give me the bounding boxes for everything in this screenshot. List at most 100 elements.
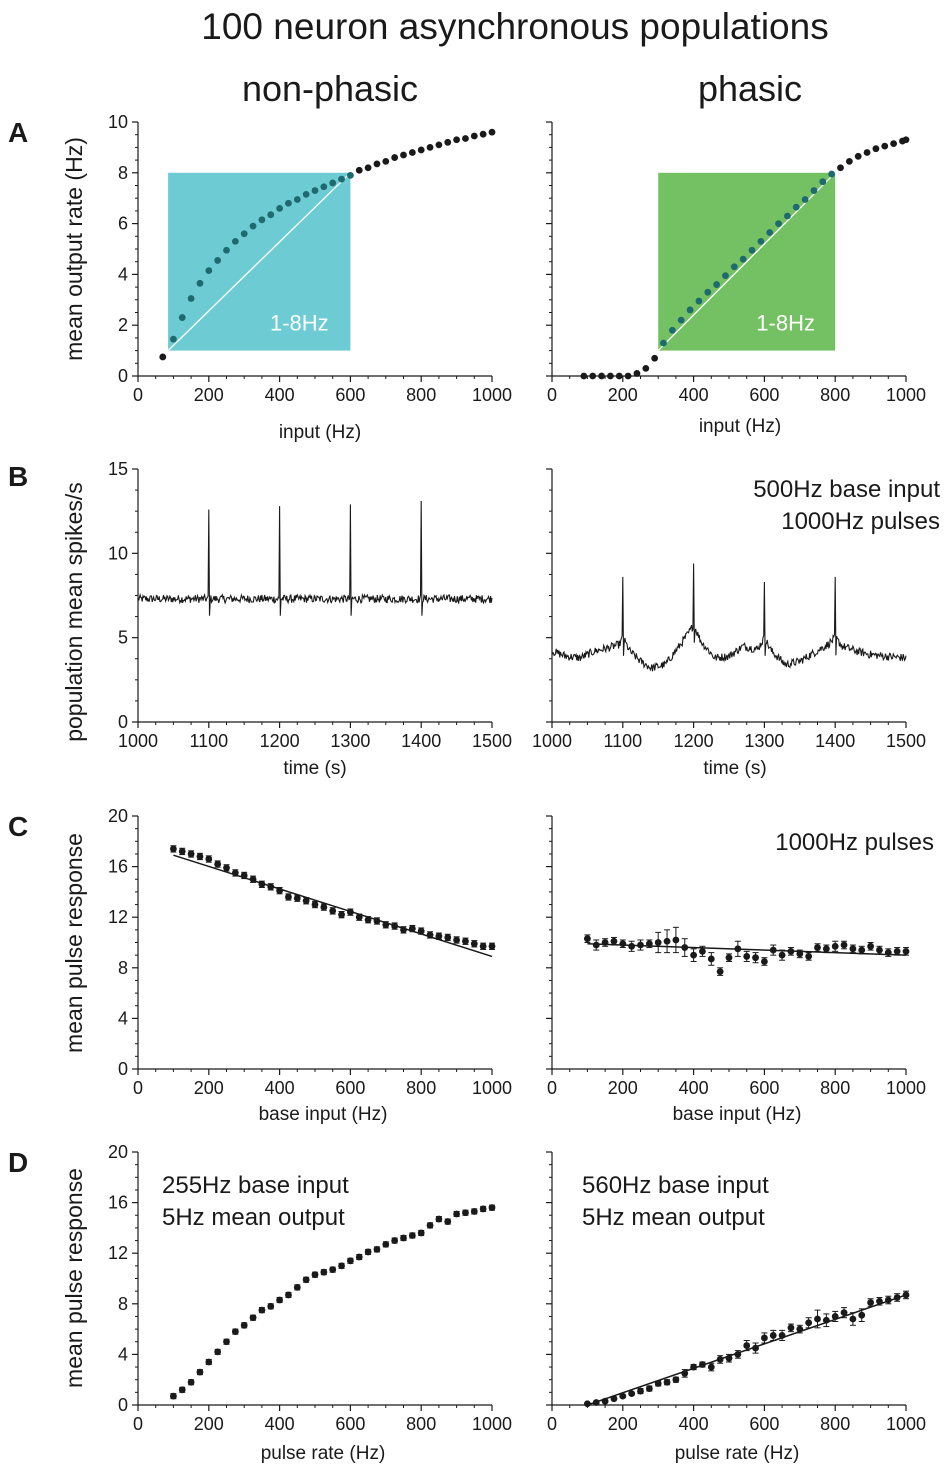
x-tick-label: 0: [133, 1078, 143, 1098]
data-point: [355, 166, 363, 174]
data-point: [231, 1328, 239, 1336]
data-point: [347, 171, 354, 179]
data-point: [462, 937, 469, 945]
data-point: [267, 211, 275, 219]
data-point: [382, 1240, 390, 1248]
data-point: [761, 958, 768, 965]
data-point: [867, 1299, 874, 1306]
data-point: [699, 1361, 706, 1368]
data-point: [645, 940, 653, 948]
data-point: [810, 187, 818, 194]
x-axis-label: pulse rate (Hz): [675, 1443, 800, 1464]
data-point: [302, 1276, 310, 1284]
data-point: [444, 138, 452, 146]
data-point: [619, 1392, 627, 1400]
x-tick-label: 200: [194, 1078, 224, 1098]
data-point: [615, 372, 623, 380]
x-tick-label: 600: [749, 385, 779, 405]
data-point: [382, 921, 390, 929]
x-tick-label: 0: [133, 1414, 143, 1434]
data-point: [814, 1315, 821, 1323]
x-tick-label: 1000: [886, 1078, 926, 1098]
data-point: [205, 267, 213, 274]
data-point: [214, 257, 222, 264]
data-point: [311, 187, 319, 194]
column-title-non-phasic: non-phasic: [241, 68, 419, 109]
data-point: [707, 1363, 715, 1371]
y-tick-label: 5: [118, 628, 128, 648]
spike-trace: [137, 500, 493, 616]
x-tick-label: 800: [820, 385, 850, 405]
data-point: [757, 237, 765, 245]
data-point: [435, 932, 443, 940]
data-point: [840, 941, 848, 949]
data-point: [716, 1356, 724, 1363]
data-point: [633, 370, 641, 377]
data-point: [858, 946, 866, 954]
panel-A-right: 1-8Hz 0 200 400 600 800 1000 input (Hz): [546, 121, 926, 437]
y-axis-label: mean pulse response: [61, 1168, 87, 1388]
y-tick-label: 4: [118, 1344, 128, 1364]
data-point: [902, 947, 910, 955]
x-tick-label: 1000: [118, 731, 158, 751]
data-point: [792, 203, 800, 211]
data-point: [580, 372, 588, 380]
data-point: [223, 1338, 230, 1346]
x-axis-label: input (Hz): [699, 416, 781, 437]
data-point: [601, 939, 609, 946]
data-point: [890, 140, 898, 147]
panel-D-right: 0 200 400 600 800 1000 pulse rate (Hz) 560Hz ba…: [546, 1151, 926, 1464]
data-point: [479, 942, 487, 950]
data-point: [391, 922, 399, 930]
x-tick-label: 400: [679, 1078, 709, 1098]
data-point: [285, 199, 292, 207]
data-point: [320, 183, 328, 191]
data-point: [858, 1311, 866, 1319]
x-tick-label: 600: [749, 1078, 779, 1098]
data-point: [240, 872, 248, 879]
x-tick-label: 200: [194, 1414, 224, 1434]
data-point: [769, 946, 777, 954]
data-point: [884, 949, 892, 957]
data-point: [663, 937, 671, 945]
x-tick-label: 200: [608, 1078, 638, 1098]
data-point: [881, 142, 889, 150]
y-tick-label: 12: [108, 1243, 128, 1263]
data-point: [690, 951, 697, 959]
data-point: [713, 281, 721, 288]
x-tick-label: 1200: [674, 731, 714, 751]
figure-title: 100 neuron asynchronous populations: [201, 6, 829, 47]
x-tick-label: 400: [265, 1078, 295, 1098]
data-point: [752, 954, 759, 962]
data-point: [170, 1392, 177, 1400]
y-tick-label: 4: [118, 264, 128, 284]
data-point: [876, 1297, 883, 1305]
data-point: [686, 306, 694, 314]
data-point: [462, 135, 469, 142]
data-point: [400, 926, 407, 934]
x-tick-label: 600: [335, 385, 365, 405]
data-point: [584, 935, 591, 943]
x-tick-label: 1400: [401, 731, 441, 751]
data-point: [240, 1321, 248, 1329]
y-tick-label: 0: [118, 712, 128, 732]
annotation-line: 255Hz base input: [162, 1172, 349, 1199]
data-point: [902, 136, 910, 144]
data-point: [329, 907, 337, 915]
data-point: [311, 901, 319, 908]
data-point: [619, 940, 627, 948]
data-point: [849, 1315, 857, 1323]
data-point: [752, 1344, 759, 1352]
y-tick-label: 8: [118, 163, 128, 183]
y-tick-label: 10: [108, 112, 128, 132]
panel-A-left: 1-8Hz 0 2 4 6 8 10 0 200 400 600 800 1000 input (Hz) m…: [8, 112, 512, 443]
data-point: [805, 1319, 813, 1327]
data-point: [391, 154, 399, 161]
data-point: [391, 1237, 399, 1244]
data-point: [400, 151, 407, 159]
data-point: [654, 939, 662, 946]
data-point: [831, 942, 839, 950]
x-tick-label: 1100: [189, 731, 228, 751]
data-point: [845, 157, 853, 165]
